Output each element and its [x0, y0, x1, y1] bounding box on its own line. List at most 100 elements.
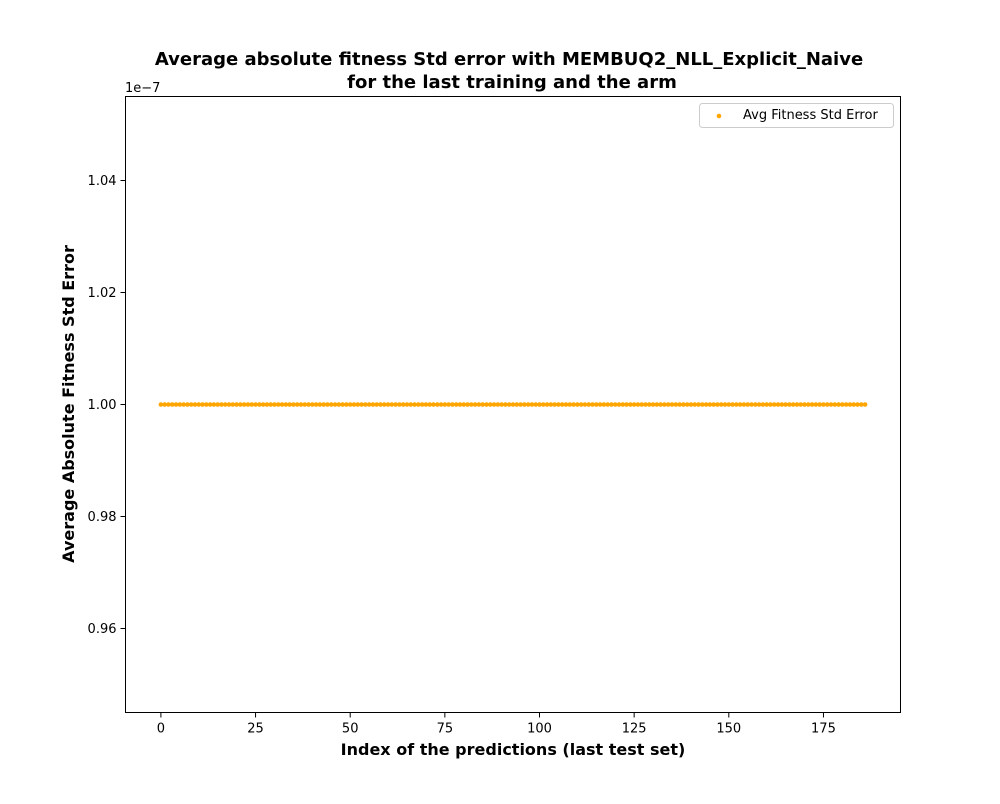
x-tick-label: 75 — [437, 722, 454, 737]
data-point — [548, 402, 554, 407]
x-tick-label: 50 — [342, 722, 359, 737]
data-point — [798, 402, 804, 407]
data-point — [283, 402, 289, 407]
data-point — [427, 402, 433, 407]
x-tick-label: 100 — [527, 722, 552, 737]
data-point — [802, 402, 807, 407]
data-point — [313, 402, 319, 407]
y-tick-label: 1.02 — [88, 286, 117, 301]
data-point — [813, 402, 819, 407]
chart-title-line1: Average absolute fitness Std error with … — [155, 49, 863, 70]
data-point — [177, 402, 183, 407]
data-point — [855, 402, 860, 407]
y-tick-label: 0.96 — [88, 622, 117, 637]
data-point — [226, 402, 232, 407]
data-point — [484, 402, 489, 407]
data-point — [393, 402, 398, 407]
data-point — [696, 402, 701, 407]
y-offset-label: 1e−7 — [125, 81, 160, 96]
data-point — [760, 402, 766, 407]
data-points — [158, 402, 868, 407]
data-point — [593, 402, 599, 407]
data-point — [832, 402, 838, 407]
data-point — [332, 402, 338, 407]
data-point — [275, 402, 281, 407]
data-point — [787, 402, 792, 407]
data-point — [620, 402, 626, 407]
data-point — [400, 402, 406, 407]
data-point — [537, 402, 542, 407]
data-point — [200, 402, 205, 407]
x-tick-label: 25 — [247, 722, 264, 737]
data-point — [378, 402, 383, 407]
data-point — [192, 402, 198, 407]
data-point — [351, 402, 357, 407]
data-point — [249, 402, 255, 407]
data-point — [703, 402, 709, 407]
data-point — [643, 402, 648, 407]
data-point — [363, 402, 368, 407]
data-point — [510, 402, 516, 407]
y-tick-label: 1.04 — [88, 174, 117, 189]
data-point — [533, 402, 539, 407]
data-point — [681, 402, 686, 407]
data-point — [771, 402, 777, 407]
data-point — [779, 402, 785, 407]
data-point — [677, 402, 682, 407]
data-point — [344, 402, 349, 407]
y-tick-label: 1.00 — [88, 398, 117, 413]
data-point — [749, 402, 754, 407]
data-point — [268, 402, 273, 407]
data-point — [234, 402, 239, 407]
data-point — [582, 402, 588, 407]
data-point — [764, 402, 769, 407]
legend: Avg Fitness Std Error — [699, 103, 894, 128]
data-point — [404, 402, 410, 407]
data-point — [241, 402, 247, 407]
data-point — [700, 402, 705, 407]
data-point — [173, 402, 179, 407]
data-point — [506, 402, 512, 407]
data-point — [711, 402, 716, 407]
data-point — [185, 402, 190, 407]
data-point — [522, 402, 527, 407]
data-point — [408, 402, 414, 407]
data-point — [291, 402, 296, 407]
data-point — [491, 402, 497, 407]
data-point — [790, 402, 796, 407]
data-point — [556, 402, 561, 407]
data-point — [347, 402, 353, 407]
data-point — [166, 402, 171, 407]
data-point — [571, 402, 576, 407]
data-point — [302, 402, 308, 407]
data-point — [753, 402, 758, 407]
y-tick-label: 0.98 — [88, 510, 117, 525]
data-point — [264, 402, 270, 407]
data-point — [635, 402, 641, 407]
data-point — [514, 402, 520, 407]
x-axis-label: Index of the predictions (last test set) — [341, 740, 686, 759]
x-tick-label: 0 — [157, 722, 165, 737]
data-point — [616, 402, 622, 407]
data-point — [181, 402, 186, 407]
data-point — [359, 402, 364, 407]
data-point — [794, 402, 800, 407]
data-point — [431, 402, 436, 407]
data-point — [355, 402, 361, 407]
data-point — [298, 402, 304, 407]
data-point — [317, 402, 323, 407]
data-point — [783, 402, 788, 407]
data-point — [518, 402, 523, 407]
data-point — [423, 402, 429, 407]
data-point — [650, 402, 656, 407]
data-point — [215, 402, 220, 407]
data-point — [639, 402, 645, 407]
data-point — [245, 402, 251, 407]
data-point — [692, 402, 698, 407]
data-point — [817, 402, 822, 407]
x-tick-label: 150 — [716, 722, 741, 737]
data-point — [476, 402, 482, 407]
data-point — [654, 402, 660, 407]
data-point — [737, 402, 743, 407]
